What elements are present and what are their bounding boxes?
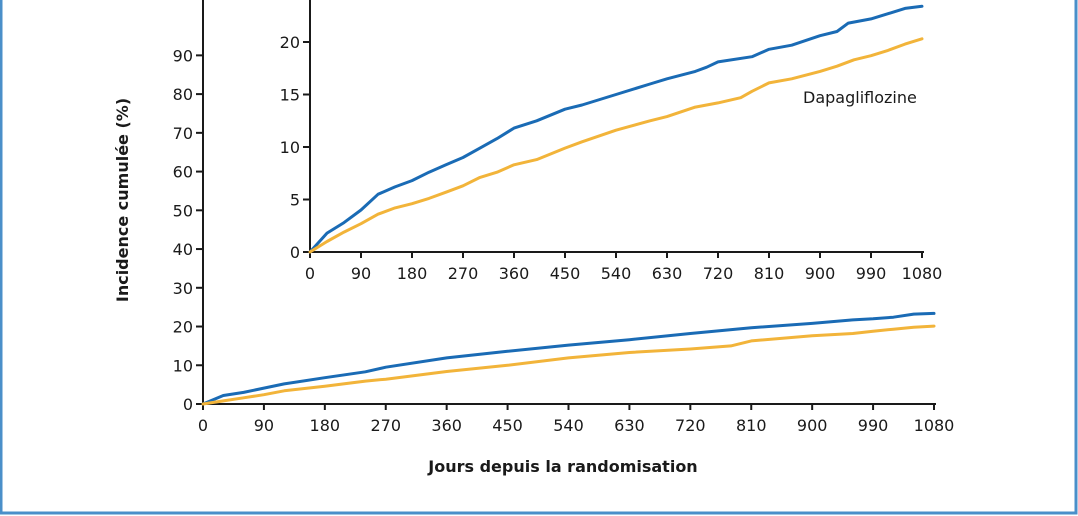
inset-background <box>300 0 940 300</box>
inset-y-tick-label: 5 <box>290 191 300 210</box>
main-y-tick-label: 60 <box>173 163 193 182</box>
inset-x-tick-label: 180 <box>397 264 428 283</box>
main-y-tick-label: 70 <box>173 124 193 143</box>
inset-x-tick-label: 900 <box>805 264 836 283</box>
main-x-tick-label: 810 <box>736 416 767 435</box>
inset-x-tick-label: 360 <box>499 264 530 283</box>
inset-x-tick-label: 90 <box>351 264 371 283</box>
inset-axes: 0 90 180 270 360 450 540 630 720 810 900 990 1080 0 5 1… <box>280 0 943 283</box>
inset-x-tick-label: 630 <box>652 264 683 283</box>
inset-y-tick-label: 20 <box>280 33 300 52</box>
inset-x-tick-label: 990 <box>856 264 887 283</box>
inset-y-tick-label: 0 <box>290 243 300 262</box>
main-x-tick-label: 0 <box>198 416 208 435</box>
main-series-line-1 <box>201 324 936 406</box>
inset-series-line-0 <box>308 4 924 254</box>
inset-x-tick-label: 540 <box>601 264 632 283</box>
main-y-tick-label: 80 <box>173 85 193 104</box>
main-x-tick-label: 270 <box>370 416 401 435</box>
main-y-tick-label: 10 <box>173 356 193 375</box>
main-x-tick-label: 450 <box>492 416 523 435</box>
inset-y-tick-label: 10 <box>280 138 300 157</box>
inset-y-tick-label: 15 <box>280 86 300 105</box>
inset-x-tick-label: 1080 <box>902 264 943 283</box>
main-x-axis-title: Jours depuis la randomisation <box>427 457 697 476</box>
main-x-tick-label: 540 <box>553 416 584 435</box>
main-x-tick-label: 90 <box>254 416 274 435</box>
inset-series-annotation: Dapagliflozine <box>803 88 917 107</box>
main-x-tick-label: 990 <box>858 416 889 435</box>
inset-x-tick-label: 810 <box>754 264 785 283</box>
main-y-tick-label: 20 <box>173 318 193 337</box>
main-series-line-0 <box>201 311 936 406</box>
main-y-tick-label: 50 <box>173 201 193 220</box>
main-axes: 0 90 180 270 360 450 540 630 720 810 900 990 1080010… <box>173 0 955 435</box>
main-x-tick-label: 360 <box>431 416 462 435</box>
inset-x-tick-label: 450 <box>550 264 581 283</box>
inset-x-tick-label: 0 <box>305 264 315 283</box>
inset-x-tick-label: 270 <box>448 264 479 283</box>
main-x-tick-label: 630 <box>614 416 645 435</box>
main-chart: 0 90 180 270 360 450 540 630 720 810 900 990 1080010… <box>113 0 954 476</box>
main-x-tick-label: 1080 <box>914 416 955 435</box>
inset-x-tick-label: 720 <box>703 264 734 283</box>
main-x-tick-label: 900 <box>797 416 828 435</box>
main-y-tick-label: 40 <box>173 240 193 259</box>
main-y-tick-label: 0 <box>183 395 193 414</box>
main-x-tick-label: 180 <box>310 416 341 435</box>
main-y-tick-label: 90 <box>173 46 193 65</box>
inset-series-line-1 <box>308 37 924 254</box>
inset-chart: 0 90 180 270 360 450 540 630 720 810 900 990 1080 0 5 1… <box>280 0 943 300</box>
main-y-tick-label: 30 <box>173 279 193 298</box>
main-x-tick-label: 720 <box>675 416 706 435</box>
inset-series-layer <box>308 4 924 254</box>
main-y-axis-title: Incidence cumulée (%) <box>113 98 132 302</box>
main-series-layer <box>201 311 936 406</box>
